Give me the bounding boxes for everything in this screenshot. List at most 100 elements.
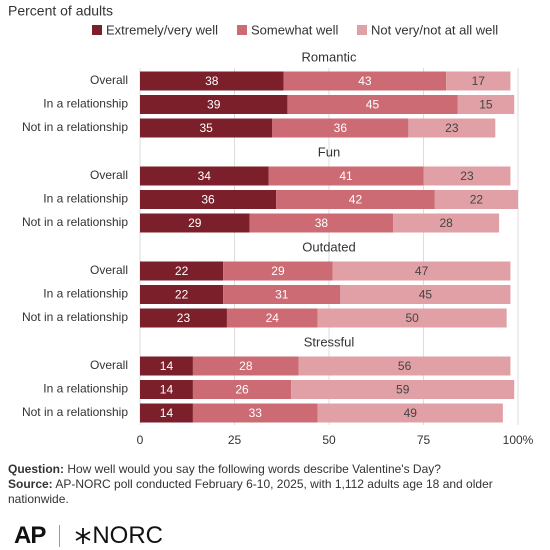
bar-segment — [140, 71, 284, 91]
value-label: 34 — [198, 169, 212, 183]
value-label: 50 — [405, 311, 419, 325]
group-title: Outdated — [302, 239, 356, 254]
y-tick-label: In a relationship — [43, 192, 128, 206]
bar-segment — [393, 213, 500, 233]
bar-segment — [140, 285, 224, 304]
bar-segment — [223, 285, 341, 304]
value-label: 45 — [366, 98, 380, 112]
x-tick-label: 0 — [137, 433, 144, 447]
value-label: 26 — [235, 383, 249, 397]
bar-segment — [140, 403, 193, 423]
bar-segment — [140, 190, 277, 209]
value-label: 14 — [160, 383, 174, 397]
value-label: 49 — [404, 406, 418, 420]
y-tick-label: Not in a relationship — [22, 405, 128, 419]
bar-segment — [287, 95, 458, 114]
y-tick-label: Overall — [90, 168, 128, 182]
source: Source: AP-NORC poll conducted February … — [8, 477, 538, 507]
value-label: 41 — [339, 169, 353, 183]
x-tick-label: 25 — [228, 433, 242, 447]
bar-segment — [249, 213, 394, 233]
value-label: 35 — [199, 121, 213, 135]
legend-label: Somewhat well — [251, 22, 339, 37]
question: Question: How well would you say the fol… — [8, 462, 538, 477]
bar-segment — [140, 356, 193, 376]
value-label: 28 — [440, 216, 454, 230]
value-label: 42 — [349, 193, 363, 207]
y-tick-label: In a relationship — [43, 97, 128, 111]
value-label: 38 — [315, 216, 329, 230]
bar-segment — [140, 261, 224, 281]
value-label: 29 — [271, 264, 285, 278]
logo-norc: NORC — [92, 522, 164, 549]
value-label: 22 — [175, 264, 189, 278]
logo-symbol — [75, 528, 91, 544]
bar-segment — [283, 71, 447, 91]
value-label: 39 — [207, 98, 221, 112]
x-tick-label: 75 — [417, 433, 431, 447]
value-label: 31 — [275, 288, 289, 302]
group-title: Fun — [318, 144, 340, 159]
bar-segment — [192, 380, 292, 399]
value-label: 14 — [160, 359, 174, 373]
value-label: 24 — [266, 311, 280, 325]
group-title: Romantic — [302, 49, 357, 64]
bar-segment — [446, 71, 511, 91]
value-label: 45 — [419, 288, 433, 302]
value-label: 23 — [460, 169, 474, 183]
y-tick-label: Overall — [90, 358, 128, 372]
chart: Percent of adults Extremely/very well Som… — [8, 3, 534, 447]
bar-segment — [268, 166, 424, 186]
value-label: 23 — [445, 121, 459, 135]
bar-segment — [332, 261, 511, 281]
chart-subtitle: Percent of adults — [8, 3, 113, 19]
bar-segment — [408, 118, 496, 138]
x-tick-label: 50 — [322, 433, 336, 447]
bar-segment — [140, 166, 269, 186]
question-text: How well would you say the following wor… — [67, 462, 441, 476]
value-label: 36 — [334, 121, 348, 135]
legend-swatch — [92, 25, 102, 35]
y-tick-label: Not in a relationship — [22, 120, 128, 134]
group-title: Stressful — [304, 334, 355, 349]
value-label: 38 — [205, 74, 219, 88]
legend-swatch — [237, 25, 247, 35]
source-label: Source: — [8, 477, 53, 491]
value-label: 29 — [188, 216, 202, 230]
y-tick-label: Overall — [90, 263, 128, 277]
legend-label: Not very/not at all well — [371, 22, 498, 37]
legend-label: Extremely/very well — [106, 22, 218, 37]
bar-segment — [140, 213, 250, 233]
bar-segment — [223, 261, 333, 281]
value-label: 33 — [249, 406, 263, 420]
bar-segment — [457, 95, 515, 114]
value-label: 22 — [470, 193, 484, 207]
value-label: 14 — [160, 406, 174, 420]
bar-segment — [276, 190, 435, 209]
legend-swatch — [357, 25, 367, 35]
bar-segment — [192, 356, 299, 376]
bar-segment — [317, 308, 507, 328]
y-tick-label: In a relationship — [43, 287, 128, 301]
bar-segment — [298, 356, 511, 376]
value-label: 28 — [239, 359, 253, 373]
bar-segment — [140, 118, 273, 138]
bar-segment — [140, 95, 288, 114]
y-tick-label: In a relationship — [43, 382, 128, 396]
bar-segment — [140, 308, 227, 328]
logos: AP NORC — [14, 522, 163, 550]
value-label: 17 — [472, 74, 486, 88]
value-label: 56 — [398, 359, 412, 373]
bar-segment — [140, 380, 193, 399]
bar-segment — [226, 308, 318, 328]
value-label: 22 — [175, 288, 189, 302]
footer: Question: How well would you say the fol… — [8, 462, 538, 507]
logo-ap: AP — [14, 522, 46, 549]
bar-segment — [192, 403, 318, 423]
x-tick-label: 100% — [503, 433, 534, 447]
value-label: 59 — [396, 383, 410, 397]
value-label: 15 — [479, 98, 493, 112]
bar-segment — [317, 403, 503, 423]
bar-segment — [291, 380, 515, 399]
